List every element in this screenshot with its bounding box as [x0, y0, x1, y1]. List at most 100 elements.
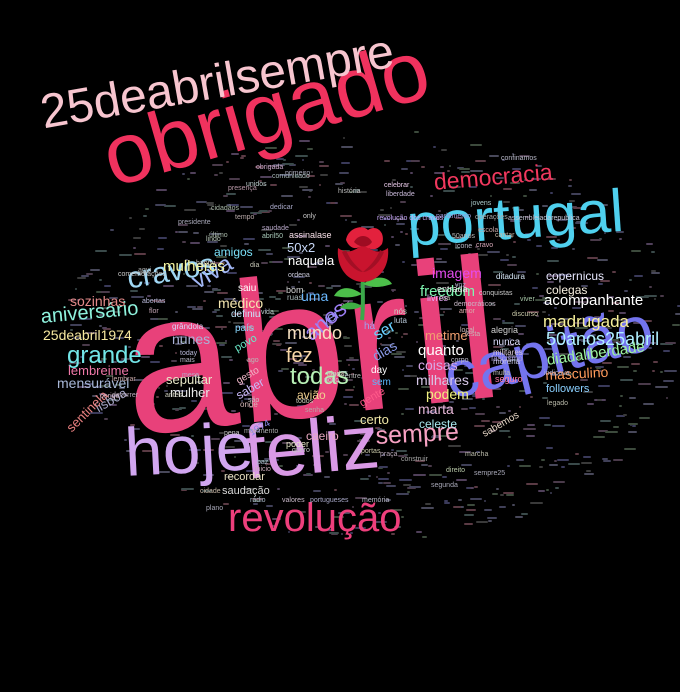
cloud-word-metime: metime [425, 328, 468, 343]
cloud-word-comunicado: comunicado [272, 173, 310, 180]
cloud-word-festa: festa [465, 331, 481, 338]
cloud-word-poder: poder [286, 439, 310, 449]
cloud-word-caeiro: caeiro [306, 429, 339, 443]
cloud-word-ago: ago [247, 357, 259, 364]
cloud-word-icone: ícone [455, 243, 473, 250]
cloud-word-confinamos: confinamos [501, 155, 537, 162]
cloud-word-mundo: mundo [287, 323, 343, 343]
cloud-word-direito: direito [446, 467, 466, 474]
cloud-word-movimento: movimento [244, 428, 279, 435]
cloud-word-cidadaos: cidadãos [211, 205, 240, 212]
cloud-word-conquistas: conquistas [479, 290, 513, 297]
cloud-word-parlamento: parlamento [436, 213, 472, 220]
cloud-word-senha: senha [305, 407, 325, 414]
cloud-word-recordar: recordar [224, 471, 265, 483]
cloud-word-marcha: marcha [465, 451, 489, 458]
cloud-word-saudade: saudade [262, 225, 289, 232]
cloud-word-ruas: ruas [287, 293, 303, 302]
cloud-word-sao: são [248, 397, 260, 404]
cloud-word-mais: mais [180, 357, 195, 364]
cloud-word-primeiro: primeiro [285, 170, 311, 177]
cloud-word-operacoes: operações [475, 214, 508, 221]
cloud-word-definiu: definiu [231, 309, 261, 320]
cloud-word-dia: dia [250, 262, 260, 269]
cloud-word-legado: legado [547, 400, 569, 407]
cloud-word-nunca: nunca [493, 337, 521, 348]
cloud-word-unidos: unidos [246, 181, 267, 188]
cloud-word-escola: escola [478, 227, 499, 234]
cloud-word-flor: flor [149, 308, 159, 315]
cloud-word-naquela: naquela [288, 253, 335, 268]
cloud-word-luta: luta [394, 316, 407, 325]
cloud-word-25deabril1974: 25deabril1974 [43, 327, 132, 343]
cloud-word-grande: grande [67, 342, 142, 369]
cloud-word-nos: nós [394, 307, 407, 316]
cloud-word-followers: followers [546, 383, 590, 395]
cloud-word-amor: amor [459, 308, 475, 315]
cloud-word-mulheres: mulheres [163, 258, 225, 275]
cloud-word-antes: antes [165, 392, 183, 399]
cloud-word-dedicar: dedicar [270, 204, 293, 211]
cloud-word-ordena: ordena [288, 272, 310, 279]
cloud-word-revolucao-dos-cravos: revolução dos cravos [377, 215, 444, 222]
cloud-word-obrigada: obrigada [256, 164, 284, 171]
cloud-word-sempre25: sempre25 [474, 470, 506, 477]
cloud-word-lindo: lindo [206, 236, 221, 243]
cloud-word-inicio: inicio [255, 466, 271, 473]
cloud-word-mulher: mulher [170, 385, 210, 400]
cloud-word-entrada: entrada [437, 284, 468, 294]
cloud-word-uma: uma [301, 288, 329, 304]
cloud-word-quanto: quanto [418, 342, 464, 359]
cloud-word-ainda: ainda [327, 371, 345, 378]
cloud-word-sozinhas: sozinhas [70, 293, 126, 309]
cloud-word-jovens: jovens [471, 200, 492, 207]
cloud-word-construir: construir [401, 456, 428, 463]
cloud-word-cantar: cantar [495, 232, 515, 239]
cloud-word-celebrar: celebrar [384, 182, 410, 189]
cloud-word-grandola: grândola [172, 322, 204, 331]
cloud-word-abril50: abril50 [262, 233, 284, 240]
cloud-word-mesa: mesa [182, 372, 200, 379]
rose-icon [334, 227, 392, 321]
cloud-word-valores: valores [282, 497, 305, 504]
cloud-word-viver: viver [520, 296, 535, 303]
cloud-word-pena: pena [224, 430, 240, 437]
cloud-word-voz: voz [455, 282, 466, 289]
cloud-word-acompanhante: acompanhante [544, 292, 644, 309]
cloud-word-multa: multa [493, 370, 511, 377]
cloud-word-abertas: abertas [142, 298, 166, 305]
cloud-word-lembreime: lembreime [68, 363, 129, 378]
cloud-word-nunes: nunes [172, 331, 211, 347]
cloud-word-bom: bom [286, 285, 304, 295]
cloud-word-comemoracoes: comemorações [118, 271, 166, 278]
cloud-word-coisas: coisas [418, 357, 458, 373]
cloud-word-historia: história [338, 188, 361, 195]
cloud-word-saudacao: saudação [222, 485, 270, 497]
cloud-word-praca: praça [380, 451, 398, 458]
cloud-word-assinalase: assinalase [289, 230, 332, 240]
cloud-word-ditadura: ditadura [496, 272, 525, 281]
cloud-word-today: today [180, 350, 198, 357]
cloud-word-novo: novo [324, 377, 340, 384]
cloud-word-day: day [371, 365, 388, 376]
cloud-word-freedom: freedom [420, 283, 476, 300]
cloud-word-vida: vida [261, 309, 274, 316]
cloud-word-sem: sem [372, 377, 391, 388]
cloud-word-lembrar: lembrar [112, 376, 136, 383]
cloud-word-militares: militares [493, 348, 523, 357]
cloud-word-certo: certo [360, 412, 389, 427]
cloud-word-medico: médico [218, 295, 264, 311]
cloud-word-ha: há [364, 321, 376, 332]
cloud-word-portas: portas [361, 448, 381, 455]
cloud-word-can: can [243, 325, 255, 332]
cloud-word-cravo: cravo [476, 242, 494, 249]
cloud-word-morena: morena [493, 357, 521, 366]
cloud-word-celeste: celeste [419, 417, 458, 431]
cloud-word-entre: entre [345, 373, 361, 380]
cloud-word-fez: fez [286, 345, 313, 367]
cloud-word-corpo: corpo [451, 357, 469, 364]
cloud-word-madrugada: madrugada [543, 312, 630, 331]
cloud-word-democraticos: democráticos [454, 301, 496, 308]
cloud-word-happy: happy [196, 260, 216, 267]
